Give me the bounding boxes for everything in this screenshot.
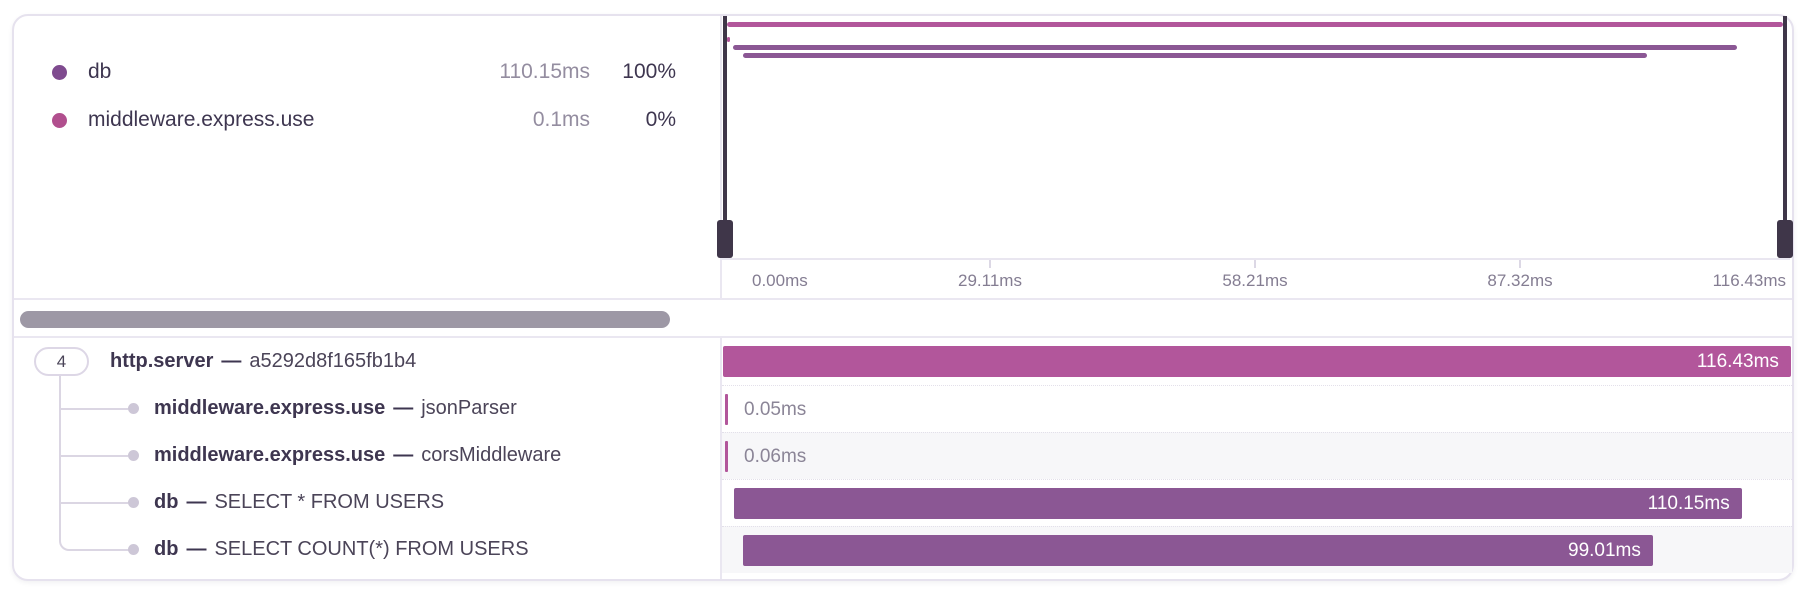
brush-handle-left[interactable]	[717, 220, 733, 258]
scrollbar-thumb[interactable]	[20, 311, 670, 328]
span-label: db — SELECT COUNT(*) FROM USERS	[154, 538, 529, 560]
tree-connector-elbow	[59, 528, 129, 551]
tree-node-dot	[128, 403, 139, 414]
span-label: db — SELECT * FROM USERS	[154, 491, 445, 513]
waterfall-cell: 0.05ms	[722, 385, 1792, 432]
span-label: http.server — a5292d8f165fb1b4	[110, 350, 417, 372]
brush-handle-right[interactable]	[1777, 220, 1793, 258]
minimap-bar-db-count	[743, 53, 1648, 58]
dash-separator: —	[221, 350, 242, 372]
waterfall-cell: 116.43ms	[722, 338, 1792, 385]
waterfall-cell: 110.15ms	[722, 479, 1792, 526]
axis-tick	[989, 260, 991, 268]
trace-panel: db 110.15ms 100% middleware.express.use …	[12, 14, 1794, 581]
dash-separator: —	[393, 397, 414, 419]
brush-edge-right[interactable]	[1783, 16, 1787, 258]
axis-label-50: 58.21ms	[1222, 271, 1288, 290]
brush-edge-left[interactable]	[723, 16, 727, 258]
span-row-corsmiddleware[interactable]: middleware.express.use — corsMiddleware 0.…	[14, 432, 1792, 479]
waterfall-cell: 0.06ms	[722, 432, 1792, 479]
legend-item-middleware[interactable]: middleware.express.use 0.1ms 0%	[52, 96, 676, 144]
legend-item-db[interactable]: db 110.15ms 100%	[52, 48, 676, 96]
span-bar-jsonparser[interactable]	[724, 394, 729, 425]
legend-percent: 100%	[622, 60, 676, 83]
axis-label-100: 116.43ms	[1712, 271, 1786, 290]
tree-node-dot	[128, 544, 139, 555]
span-row-db-select[interactable]: db — SELECT * FROM USERS 110.15ms	[14, 479, 1792, 526]
tree-connector	[60, 407, 128, 410]
span-bar-corsmiddleware[interactable]	[724, 441, 729, 472]
legend: db 110.15ms 100% middleware.express.use …	[52, 48, 676, 144]
legend-name: db	[88, 60, 112, 83]
tree-connector	[60, 454, 128, 457]
legend-duration: 0.1ms	[532, 108, 590, 131]
span-row-jsonparser[interactable]: middleware.express.use — jsonParser 0.05ms	[14, 385, 1792, 432]
dash-separator: —	[393, 444, 414, 466]
span-duration-label: 0.06ms	[744, 446, 807, 467]
axis-label-75: 87.32ms	[1487, 271, 1553, 290]
span-tree: 4 http.server — a5292d8f165fb1b4 116.43ms …	[14, 338, 1792, 581]
dash-separator: —	[186, 491, 207, 513]
trace-minimap[interactable]	[717, 16, 1793, 258]
dash-separator: —	[186, 538, 207, 560]
tree-node-dot	[128, 450, 139, 461]
tree-connector	[60, 501, 128, 504]
db-color-dot	[52, 64, 67, 80]
tree-trunk-line	[59, 376, 61, 530]
tree-node-dot	[128, 497, 139, 508]
axis-tick	[1519, 260, 1521, 268]
span-label: middleware.express.use — jsonParser	[154, 397, 517, 419]
span-bar-db-select[interactable]: 110.15ms	[733, 488, 1742, 519]
legend-name: middleware.express.use	[88, 108, 315, 131]
span-bar-db-count[interactable]: 99.01ms	[743, 535, 1653, 566]
minimap-plot[interactable]	[725, 16, 1785, 258]
legend-duration: 110.15ms	[499, 60, 590, 83]
time-axis: 0.00ms 29.11ms 58.21ms 87.32ms 116.43ms	[722, 258, 1790, 298]
span-bar-http-server[interactable]: 116.43ms	[723, 346, 1791, 377]
minimap-bar-http-server	[727, 22, 1783, 27]
axis-label-0: 0.00ms	[752, 271, 808, 290]
scrollbar-track[interactable]	[14, 298, 1792, 338]
span-row-http-server[interactable]: 4 http.server — a5292d8f165fb1b4 116.43ms	[14, 338, 1792, 385]
child-count-badge[interactable]: 4	[34, 347, 89, 376]
axis-tick	[1254, 260, 1256, 268]
panel-divider	[720, 16, 722, 579]
span-row-db-count[interactable]: db — SELECT COUNT(*) FROM USERS 99.01ms	[14, 526, 1792, 573]
minimap-bar-db-select	[733, 45, 1738, 50]
waterfall-cell: 99.01ms	[722, 526, 1792, 573]
span-label: middleware.express.use — corsMiddleware	[154, 444, 562, 466]
span-duration-label: 0.05ms	[744, 399, 807, 420]
minimap-bar-middleware	[727, 37, 731, 42]
middleware-color-dot	[52, 112, 67, 128]
legend-percent: 0%	[645, 108, 676, 131]
axis-label-25: 29.11ms	[958, 271, 1022, 290]
